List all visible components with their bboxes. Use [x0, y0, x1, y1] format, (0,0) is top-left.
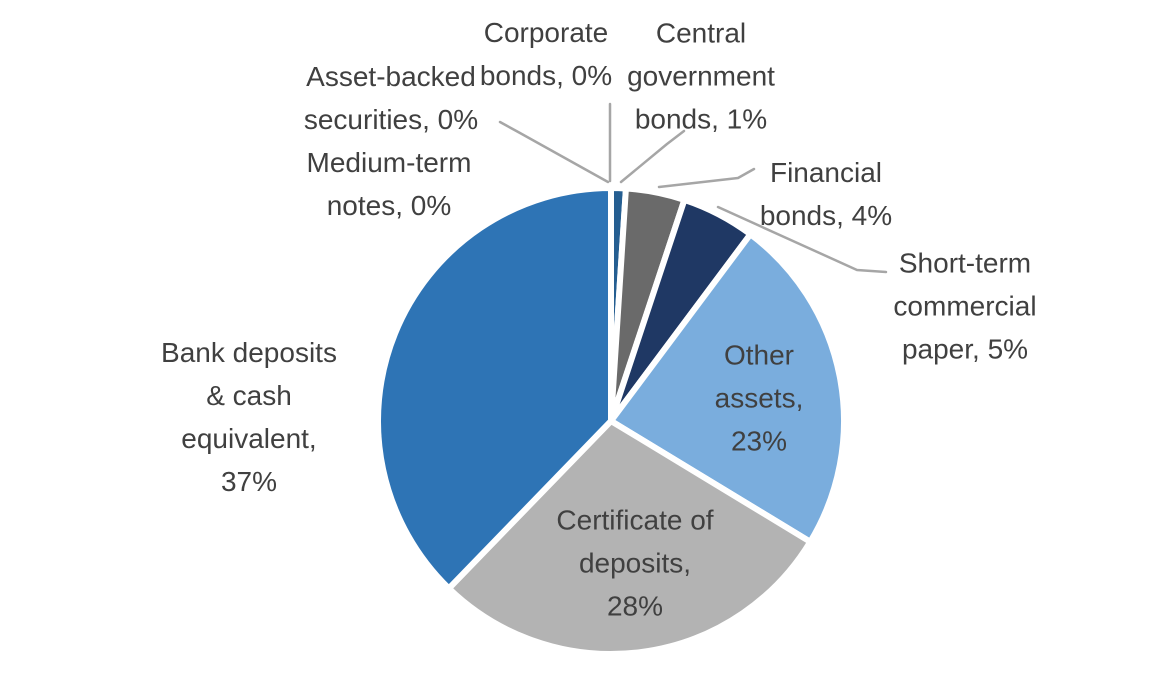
pie-label-central-government-bonds: Central government bonds, 1%: [627, 12, 775, 141]
pie-label-certificate-of-deposits: Certificate of deposits, 28%: [556, 499, 713, 628]
pie-label-line: Financial: [769, 157, 883, 188]
pie-slice-certificate-of-deposits: [445, 418, 814, 657]
pie-slice-bank-deposits-cash-equivalent: [375, 185, 614, 592]
pie-label-medium-term-notes: Medium-term notes, 0%: [307, 141, 472, 227]
pie-label-line: bonds, 1%: [634, 103, 768, 135]
pie-label-line: Bank deposits: [161, 337, 337, 368]
pie-label-line: 23%: [730, 425, 788, 457]
pie-label-line: Medium-term: [306, 147, 472, 178]
pie-label-line: 37%: [220, 466, 278, 497]
pie-label-short-term-commercial-paper: Short-term commercial paper, 5%: [893, 242, 1036, 371]
pie-label-line: Other: [723, 339, 795, 371]
pie-label-line: equivalent,: [181, 423, 317, 454]
pie-label-line: bonds, 0%: [479, 60, 613, 91]
pie-label-line: & cash: [206, 380, 292, 411]
pie-label-other-assets: Other assets, 23%: [715, 334, 804, 463]
pie-slice-other-assets: [608, 231, 847, 545]
pie-label-line: notes, 0%: [326, 190, 452, 221]
pie-label-line: Certificate of: [556, 504, 714, 536]
pie-label-line: Asset-backed: [306, 61, 476, 92]
pie-label-bank-deposits-cash-equivalent: Bank deposits & cash equivalent, 37%: [161, 331, 337, 503]
leader-line-short-term-commercial-paper: [716, 205, 888, 274]
pie-label-line: deposits,: [578, 547, 692, 579]
pie-label-line: Central: [655, 17, 747, 49]
pie-label-line: commercial: [893, 290, 1037, 322]
pie-label-asset-backed-securities: Asset-backed securities, 0%: [304, 55, 478, 141]
leader-line-financial-bonds: [657, 167, 756, 189]
pie-label-line: paper, 5%: [901, 333, 1029, 365]
leader-line-asset-backed-securities: [498, 120, 610, 184]
pie-label-line: Corporate: [483, 17, 609, 48]
pie-label-line: 28%: [606, 590, 664, 622]
leader-line-central-government-bonds: [619, 129, 686, 184]
pie-label-financial-bonds: Financial bonds, 4%: [760, 151, 892, 237]
pie-label-line: Short-term: [898, 247, 1032, 279]
pie-label-line: securities, 0%: [303, 104, 479, 135]
pie-label-line: government: [627, 60, 775, 92]
pie-label-line: assets,: [714, 382, 804, 414]
pie-label-line: bonds, 4%: [759, 200, 893, 231]
pie-label-corporate-bonds: Corporate bonds, 0%: [480, 11, 612, 97]
